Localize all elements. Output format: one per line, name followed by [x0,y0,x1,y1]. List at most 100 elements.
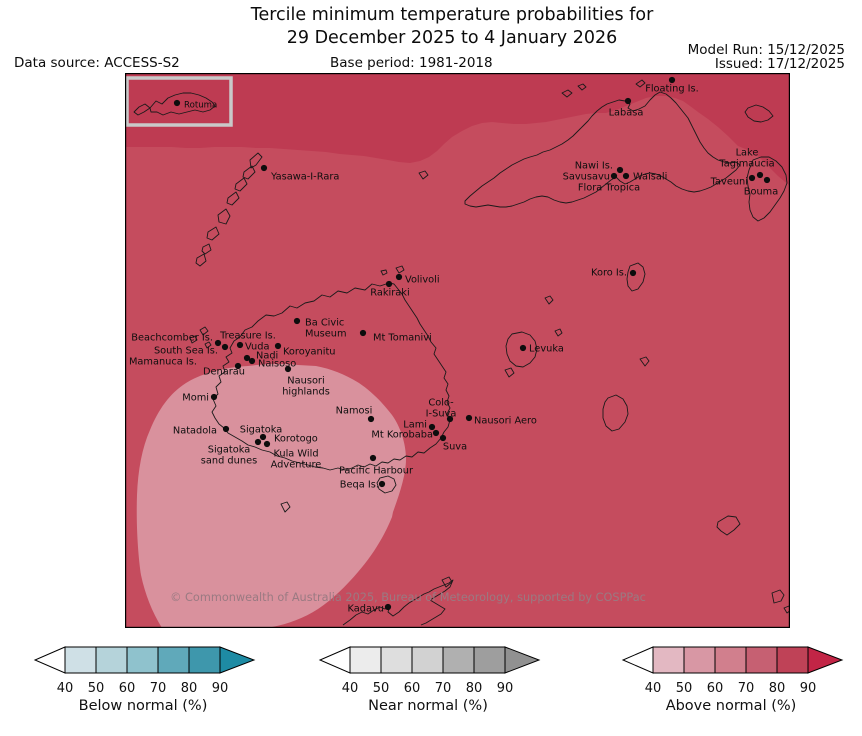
legend-arrow-left [318,646,351,674]
place-label: Kadavu [348,604,385,615]
place-label: sand dunes [201,455,257,466]
place-label: Kula Wild [273,449,318,460]
coastline-islet-bligh [418,170,429,180]
place-dot [274,342,282,350]
coastline-ovalau [505,331,538,368]
place-label: Natadola [173,426,217,437]
coastline-yasawa-chain [195,152,263,267]
coastline-islet-malake [380,269,388,276]
place-label: Colo- [428,398,454,409]
legend-svg: 40 50 60 70 80 90 Below normal (%) [33,646,256,714]
map-place-bouma: Bouma [744,187,778,198]
map: © Commonwealth of Australia 2025, Bureau… [125,73,790,628]
legend-box [652,646,685,674]
place-label: Ba Civic [305,318,344,329]
legend-box [157,646,190,674]
map-place-labasa: Labasa [609,97,643,119]
legend-tick-label: 60 [404,681,421,696]
place-label: Treasure Is. [219,331,276,342]
legend-tick-label: 50 [88,681,105,696]
place-dot [748,174,756,182]
place-label: Mt Korobaba [371,430,433,441]
place-label: Sigatoka [208,445,251,456]
place-label: Waisali [633,172,667,183]
coastline-rabi [744,104,774,123]
coastline-islet-nairai [639,356,650,367]
place-label: I-Suva [426,408,457,419]
map-place-south-sea-is: South Sea Is. [154,343,229,357]
place-label: Korotogo [274,434,318,445]
legend-svg: 40 50 60 70 80 90 Near normal (%) [318,646,541,714]
map-place-mt-korobaba: Mt Korobaba [371,430,440,441]
coastline-mamanuca-islets [189,326,212,349]
legend-box [714,646,747,674]
legend-box [380,646,413,674]
place-dot [378,480,386,488]
place-label: Denarau [203,367,245,378]
legend-tick-label: 70 [435,681,452,696]
place-dot [234,362,242,370]
place-dot [446,415,454,423]
place-label: Nawi Is. [575,161,613,172]
copyright-text: © Commonwealth of Australia 2025, Bureau… [170,591,646,604]
place-label: Levuka [529,344,564,355]
data-source-text: Data source: ACCESS-S2 [14,55,180,71]
place-dot [763,176,771,184]
place-dot [359,329,367,337]
map-place-namosi: Namosi [336,406,375,423]
map-place-rotuma: Rotuma [173,99,217,111]
legend-tick-label: 60 [119,681,136,696]
legend-arrow-right [504,646,541,674]
place-label: Yasawa-I-Rara [270,172,339,183]
place-dot [519,344,527,352]
legend-box [683,646,716,674]
map-place-momi: Momi [182,393,218,404]
map-place-koroyanitu: Koroyanitu [274,342,336,358]
legend-tick-label: 80 [181,681,198,696]
map-place-pacific-harbour: Pacific Harbour [339,454,414,477]
map-place-nausori-aero: Nausori Aero [465,414,537,427]
map-place-yasawa-i-rara: Yasawa-I-Rara [260,164,339,183]
map-place-lami: Lami [403,420,436,431]
place-dot [439,434,447,442]
place-label: Volivoli [405,275,440,286]
map-place-nawi-is: Nawi Is. [575,161,624,174]
legend-tick-label: 50 [676,681,693,696]
coastline-islet-north-1 [561,89,573,98]
map-place-treasure-is: Treasure Is. [219,331,276,342]
legend-tick-label: 90 [800,681,817,696]
place-dot [622,172,630,180]
map-place-mamanuca-is: Mamanuca Is. [129,357,197,368]
coastline-koro [626,262,646,292]
map-place-floating-is: Floating Is. [645,76,699,95]
map-place-waisali: Waisali [633,172,667,183]
place-label: Flora Tropica [578,183,640,194]
place-label: Bouma [744,187,778,198]
place-label: Savusavu [563,172,610,183]
place-dot [428,423,436,431]
place-dot [384,603,392,611]
place-dot [293,317,301,325]
coastline-islet-naigani [544,295,554,305]
coastline-islet-totoya [783,605,790,614]
legend-tick-label: 70 [738,681,755,696]
place-dot [616,166,624,174]
place-label: Nausori Aero [474,416,537,427]
map-place-korotogo: Korotogo [254,434,318,448]
region-above-normal-dark [125,73,790,186]
map-place-colo-i-suva: Colo-I-Suva [426,398,457,423]
coastline-viti-levu [211,282,451,471]
place-dot [214,339,222,347]
place-dot [236,341,244,349]
map-place-rakiraki: Rakiraki [370,280,410,299]
place-label: Adventure [271,459,322,470]
coastline-moala [716,515,741,536]
legend-arrow-left [33,646,66,674]
coastlines [189,79,790,626]
place-label: Nausori [287,376,324,387]
